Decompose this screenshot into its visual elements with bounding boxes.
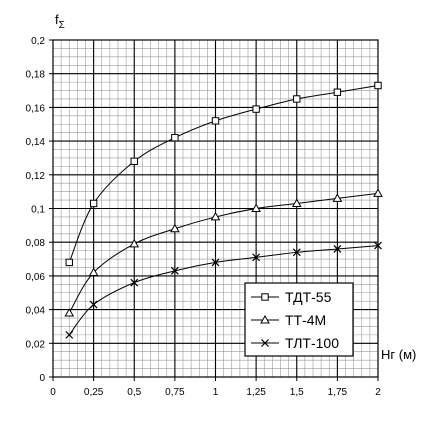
x-tick-label: 2 bbox=[375, 387, 381, 398]
triangle-marker bbox=[129, 238, 140, 248]
y-tick-label: 0,18 bbox=[26, 70, 46, 81]
y-axis-label: fΣ bbox=[55, 12, 65, 31]
y-axis-label-main: f bbox=[55, 12, 59, 27]
y-tick-label: 0,08 bbox=[26, 238, 46, 249]
series-1 bbox=[65, 81, 382, 267]
square-marker bbox=[65, 258, 73, 267]
triangle-marker bbox=[64, 307, 75, 317]
x-axis-label: Hг (м) bbox=[381, 347, 416, 362]
y-tick-label: 0,2 bbox=[31, 36, 45, 47]
series-3 bbox=[65, 241, 382, 339]
x-marker-stroke bbox=[211, 258, 220, 267]
y-tick-label: 0 bbox=[39, 373, 45, 384]
triangle-marker bbox=[291, 198, 302, 207]
x-tick-label: 1,25 bbox=[246, 387, 266, 398]
y-tick-label: 0,12 bbox=[26, 171, 46, 182]
x-tick-label: 0,5 bbox=[127, 387, 141, 398]
triangle-marker bbox=[373, 188, 383, 197]
x-marker-stroke bbox=[374, 241, 382, 250]
x-tick-label: 0 bbox=[50, 387, 56, 398]
y-tick-label: 0,16 bbox=[26, 103, 46, 114]
square-marker bbox=[211, 117, 220, 125]
square-marker bbox=[171, 134, 179, 142]
square-marker bbox=[130, 157, 138, 166]
x-tick-label: 0,75 bbox=[165, 387, 185, 398]
x-marker-stroke bbox=[170, 266, 179, 275]
x-marker-stroke bbox=[252, 253, 261, 262]
legend: ТДТ-55 ТТ-4М ТЛТ-100 bbox=[244, 282, 354, 357]
square-marker bbox=[293, 95, 301, 103]
x-tick-label: 1,75 bbox=[328, 387, 348, 398]
x-marker-stroke bbox=[89, 300, 98, 309]
y-tick-label: 0,06 bbox=[26, 272, 46, 283]
y-axis-label-subscript: Σ bbox=[59, 20, 65, 31]
triangle-marker bbox=[170, 223, 180, 233]
x-marker-stroke bbox=[65, 330, 74, 339]
y-tick-label: 0,04 bbox=[26, 306, 46, 317]
square-marker bbox=[252, 105, 260, 113]
x-tick-label: 1 bbox=[213, 387, 219, 398]
square-marker bbox=[333, 88, 342, 96]
triangle-marker bbox=[260, 314, 270, 324]
x-marker-stroke bbox=[292, 248, 301, 257]
triangle-marker bbox=[210, 211, 221, 221]
y-tick-label: 0,14 bbox=[26, 137, 46, 148]
triangle-marker bbox=[251, 203, 261, 212]
square-marker bbox=[261, 293, 269, 301]
axes: 0 0,25 0,5 0,75 1 1,25 1,5 1,75 2 0 0,02 0,04 0,06 0,… bbox=[26, 12, 417, 398]
x-tick-label: 1,5 bbox=[290, 387, 304, 398]
square-marker bbox=[89, 199, 98, 208]
x-marker-stroke bbox=[333, 245, 342, 253]
square-marker bbox=[374, 81, 382, 90]
y-tick-label: 0,1 bbox=[31, 205, 45, 216]
y-tick-label: 0,02 bbox=[26, 339, 46, 350]
series-layer bbox=[64, 81, 383, 339]
series-2 bbox=[64, 188, 383, 317]
x-marker-stroke bbox=[261, 339, 269, 347]
legend-label: ТТ-4М bbox=[285, 312, 326, 328]
x-marker-stroke bbox=[130, 278, 139, 287]
x-tick-label: 0,25 bbox=[84, 387, 104, 398]
legend-label: ТЛТ-100 bbox=[285, 335, 339, 351]
legend-label: ТДТ-55 bbox=[285, 289, 332, 305]
triangle-marker bbox=[88, 267, 99, 277]
triangle-marker bbox=[332, 193, 343, 202]
